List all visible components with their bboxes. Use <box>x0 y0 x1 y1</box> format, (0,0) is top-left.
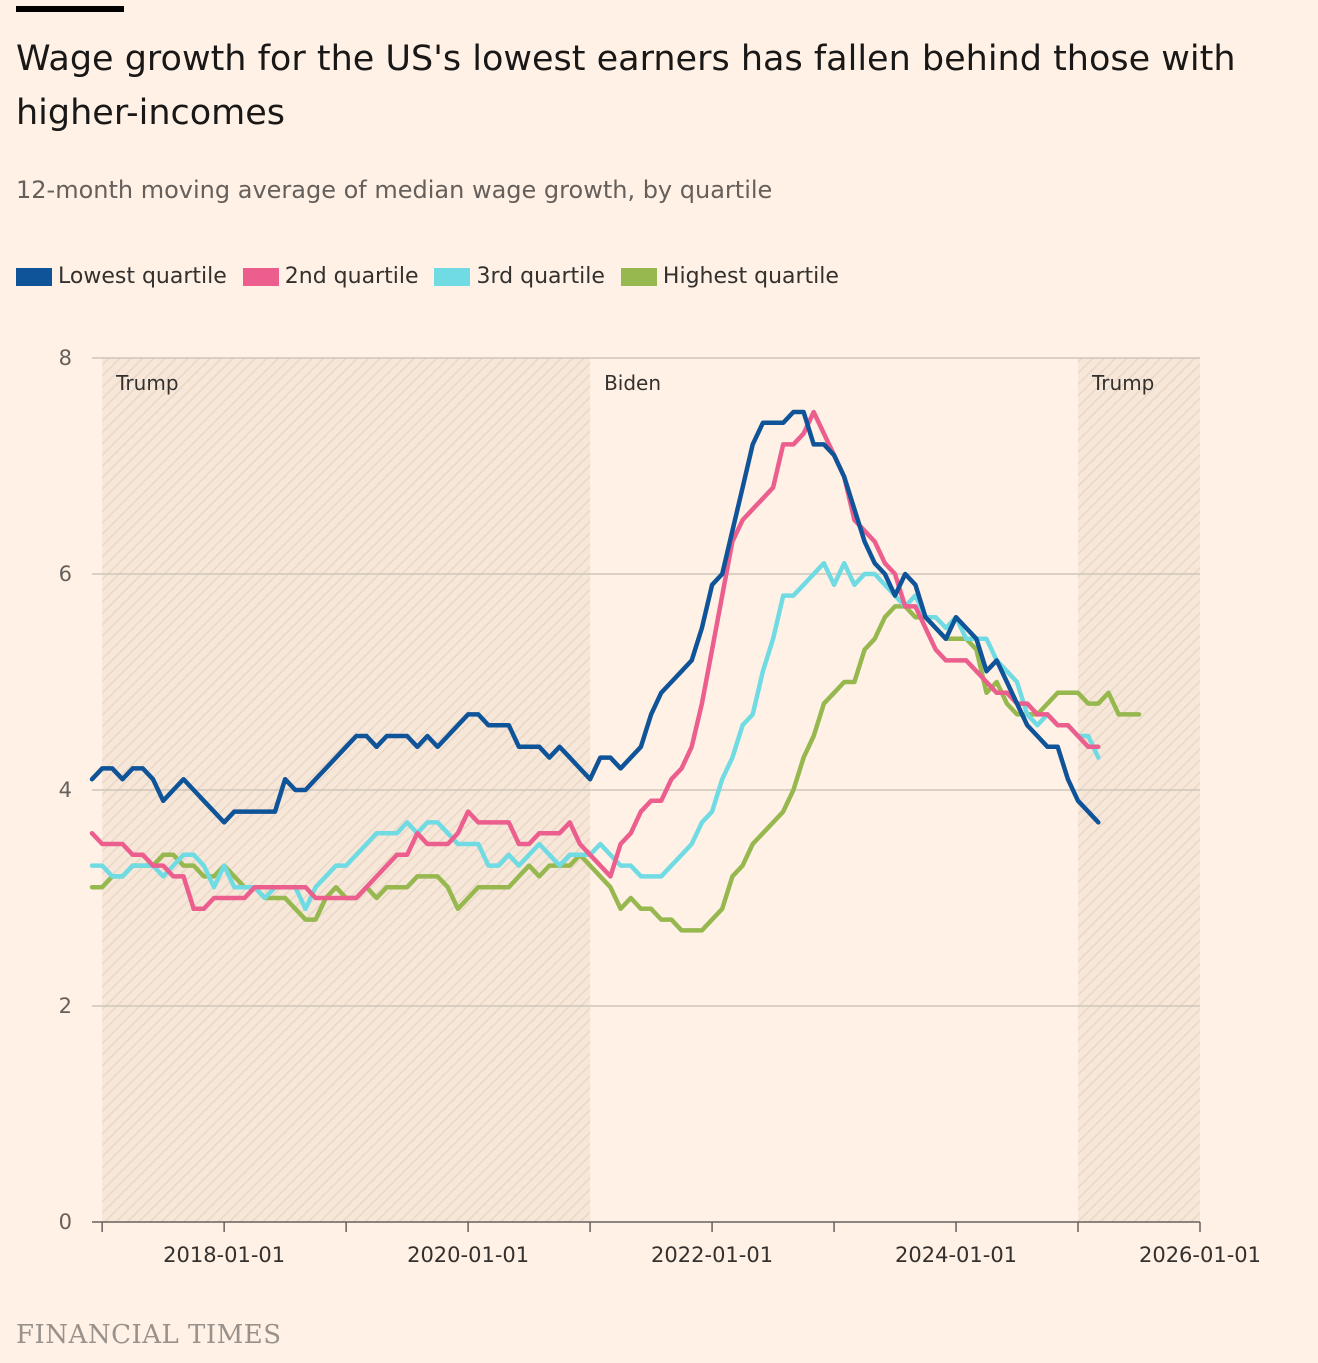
y-tick-label: 0 <box>59 1210 72 1234</box>
x-tick-label: 2026-01-01 <box>1139 1243 1261 1267</box>
legend-label-lowest: Lowest quartile <box>58 264 227 289</box>
period-label-1: Biden <box>604 371 661 395</box>
series-lines <box>89 409 1142 933</box>
legend-label-3rd: 3rd quartile <box>476 264 605 289</box>
y-tick-label: 8 <box>59 346 72 370</box>
legend-label-highest: Highest quartile <box>662 264 839 289</box>
y-tick-label: 2 <box>59 994 72 1018</box>
legend-swatch-lowest <box>16 267 52 286</box>
chart-subtitle: 12-month moving average of median wage g… <box>16 176 773 204</box>
x-tick-label: 2022-01-01 <box>651 1243 773 1267</box>
period-label-2: Trump <box>1091 371 1154 395</box>
x-tick-label: 2020-01-01 <box>407 1243 529 1267</box>
wage-growth-chart: 0 2 4 6 8 2018-01-01 2020-01-01 2022-01-01 2024… <box>59 346 1261 1267</box>
chart-title: Wage growth for the US's lowest earners … <box>16 39 1236 133</box>
chart-legend: Lowest quartile 2nd quartile 3rd quartil… <box>16 264 855 289</box>
legend-item-3rd: 3rd quartile <box>434 264 605 289</box>
series-line-third <box>89 560 1101 912</box>
legend-item-highest: Highest quartile <box>620 264 839 289</box>
legend-label-2nd: 2nd quartile <box>284 264 419 289</box>
gridlines <box>92 357 1200 1007</box>
legend-item-2nd: 2nd quartile <box>242 264 419 289</box>
legend-swatch-3rd <box>434 267 471 286</box>
period-labels: Trump Biden Trump <box>115 371 1154 395</box>
legend-swatch-2nd <box>242 267 279 286</box>
legend-item-lowest: Lowest quartile <box>16 264 227 289</box>
series-line-lowest <box>89 409 1101 825</box>
y-tick-label: 6 <box>59 562 72 586</box>
period-label-0: Trump <box>115 371 178 395</box>
y-tick-label: 4 <box>59 778 72 802</box>
y-axis: 0 2 4 6 8 <box>59 346 72 1234</box>
x-axis: 2018-01-01 2020-01-01 2022-01-01 2024-01-01… <box>92 1221 1261 1267</box>
series-line-second <box>89 409 1101 912</box>
x-tick-label: 2024-01-01 <box>895 1243 1017 1267</box>
header-accent-bar <box>16 6 124 12</box>
legend-swatch-highest <box>620 267 657 286</box>
x-tick-label: 2018-01-01 <box>163 1243 285 1267</box>
ft-source-logo: FINANCIAL TIMES <box>16 1320 282 1350</box>
